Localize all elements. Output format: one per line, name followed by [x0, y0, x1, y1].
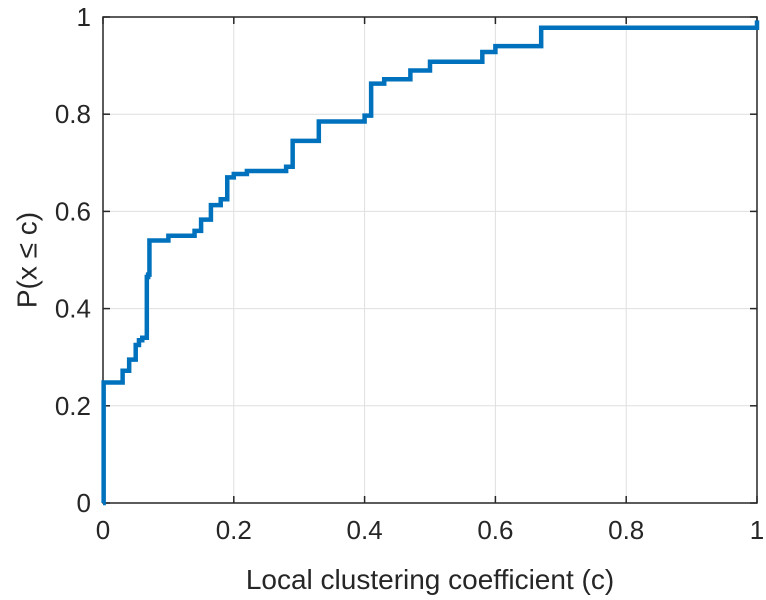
series-group	[101, 20, 760, 506]
y-axis-label: P(x ≤ c)	[12, 212, 43, 308]
x-axis-label: Local clustering coefficient (c)	[246, 564, 614, 595]
x-tick-label-4: 0.8	[608, 515, 644, 545]
y-tick-label-1: 0.2	[55, 391, 91, 421]
axes-box	[102, 16, 758, 504]
grid	[103, 17, 757, 503]
y-tick-label-0: 0	[77, 488, 91, 518]
y-tick-label-3: 0.6	[55, 196, 91, 226]
y-tick-label-2: 0.4	[55, 294, 91, 324]
x-tick-label-1: 0.2	[216, 515, 252, 545]
series-line-0	[101, 20, 760, 506]
x-tick-label-3: 0.6	[477, 515, 513, 545]
x-tick-label-2: 0.4	[347, 515, 383, 545]
y-tick-label-4: 0.8	[55, 99, 91, 129]
y-tick-label-5: 1	[77, 2, 91, 32]
x-tick-label-5: 1	[750, 515, 764, 545]
x-tick-label-0: 0	[96, 515, 110, 545]
tick-labels: 0 0.2 0.4 0.6 0.8 1 0 0.2 0.4 0.6 0.8 1	[55, 2, 764, 545]
axis-ticks	[102, 16, 758, 504]
